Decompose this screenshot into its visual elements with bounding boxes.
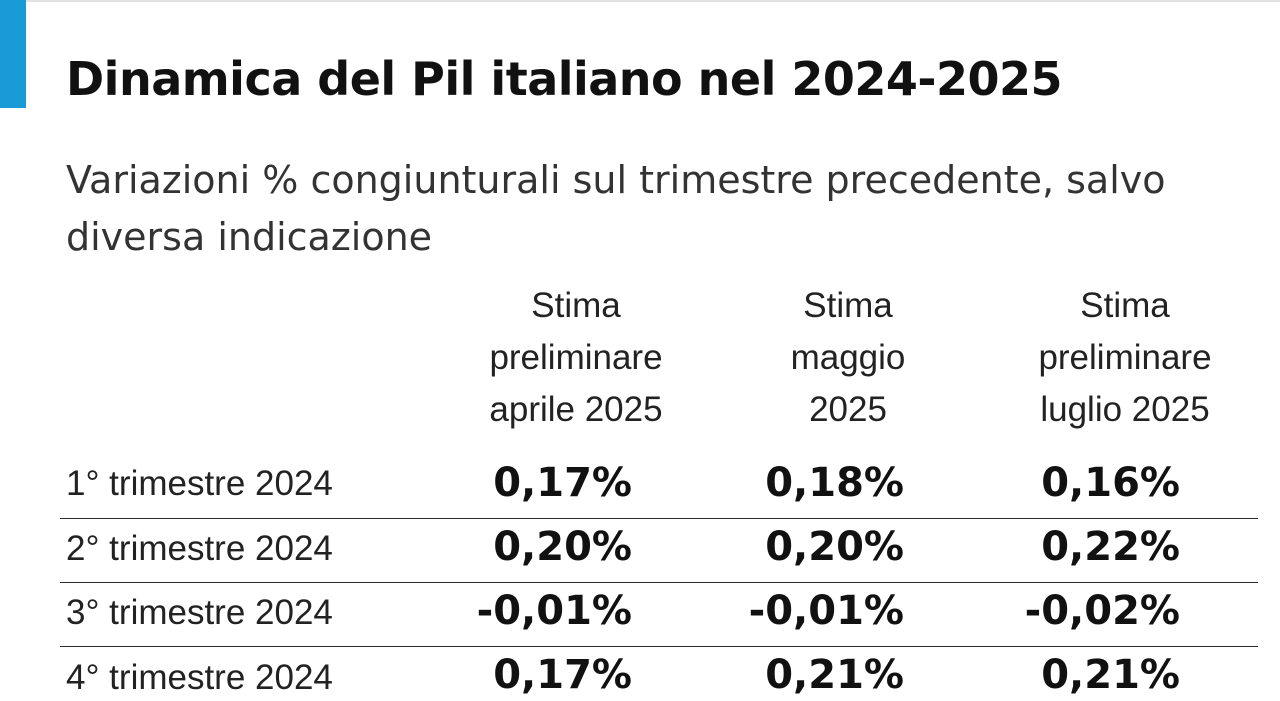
column-header-line: preliminare bbox=[489, 338, 663, 377]
value-q2-may: 0,20% bbox=[765, 524, 904, 570]
value-q3-may: -0,01% bbox=[748, 588, 904, 634]
column-header-line: Stima bbox=[803, 286, 893, 325]
value-q4-may: 0,21% bbox=[765, 652, 904, 698]
row-label-q2: 2° trimestre 2024 bbox=[66, 529, 333, 568]
page-subtitle: Variazioni % congiunturali sul trimestre… bbox=[66, 158, 1166, 259]
column-header-line: luglio 2025 bbox=[1040, 390, 1210, 429]
top-divider bbox=[0, 0, 1280, 2]
accent-bar bbox=[0, 0, 26, 108]
value-q1-april: 0,17% bbox=[493, 460, 632, 506]
value-q4-july: 0,21% bbox=[1041, 652, 1180, 698]
value-q2-april: 0,20% bbox=[493, 524, 632, 570]
column-header-line: 2025 bbox=[809, 390, 887, 429]
row-divider bbox=[60, 646, 1258, 647]
value-q1-may: 0,18% bbox=[765, 460, 904, 506]
row-label-q3: 3° trimestre 2024 bbox=[66, 593, 333, 632]
value-q3-april: -0,01% bbox=[476, 588, 632, 634]
row-label-q4: 4° trimestre 2024 bbox=[66, 658, 333, 697]
column-header-line: Stima bbox=[531, 286, 621, 325]
value-q2-july: 0,22% bbox=[1041, 524, 1180, 570]
value-q4-april: 0,17% bbox=[493, 652, 632, 698]
column-header-may: Stima maggio 2025 bbox=[748, 280, 948, 436]
column-header-line: Stima bbox=[1080, 286, 1170, 325]
row-divider bbox=[60, 518, 1258, 519]
column-header-july: Stima preliminare luglio 2025 bbox=[1005, 280, 1245, 436]
column-header-line: preliminare bbox=[1038, 338, 1212, 377]
value-q3-july: -0,02% bbox=[1024, 588, 1180, 634]
value-q1-july: 0,16% bbox=[1041, 460, 1180, 506]
column-header-april: Stima preliminare aprile 2025 bbox=[456, 280, 696, 436]
row-divider bbox=[60, 582, 1258, 583]
page-title: Dinamica del Pil italiano nel 2024-2025 bbox=[66, 52, 1063, 106]
column-header-line: aprile 2025 bbox=[489, 390, 663, 429]
row-label-q1: 1° trimestre 2024 bbox=[66, 464, 333, 503]
column-header-line: maggio bbox=[790, 338, 906, 377]
